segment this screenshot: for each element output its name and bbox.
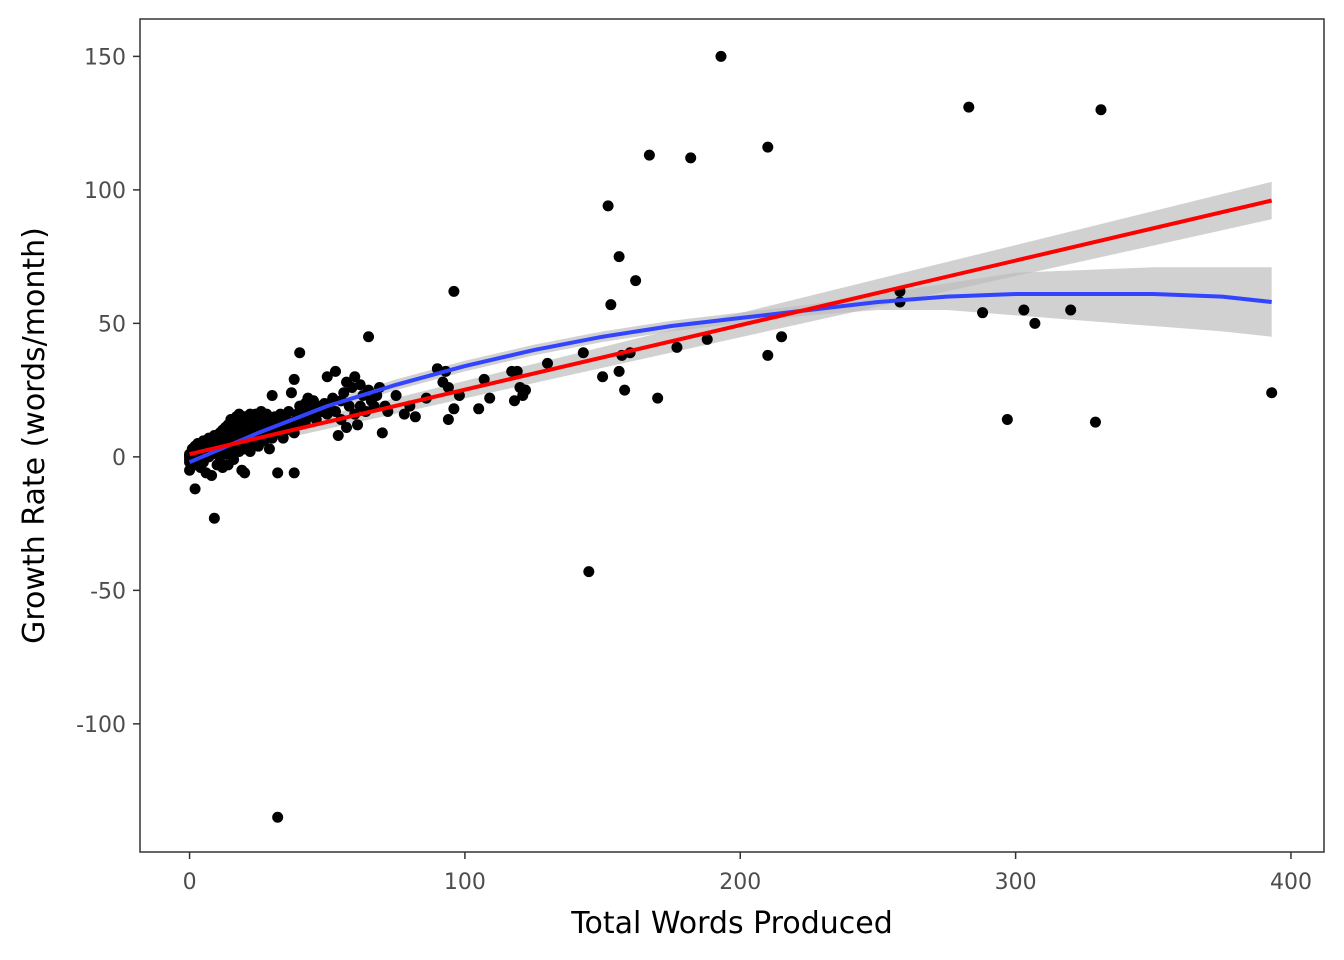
data-point [1001, 413, 1013, 425]
data-point [283, 405, 295, 417]
data-point [266, 389, 278, 401]
data-point [577, 347, 589, 359]
data-point [776, 331, 788, 343]
y-tick-label: 150 [84, 45, 126, 70]
data-point [285, 387, 297, 399]
data-point [338, 387, 350, 399]
smooth-fit-line [188, 291, 1272, 465]
data-point [685, 152, 697, 164]
x-tick-label: 400 [1270, 870, 1312, 895]
data-point [263, 443, 275, 455]
x-tick-label: 0 [183, 870, 197, 895]
panel-border [139, 18, 1325, 853]
x-tick-label: 200 [719, 870, 761, 895]
y-axis: -100 -50 0 50 100 150 [76, 45, 140, 738]
data-point [1065, 304, 1077, 316]
data-point [508, 395, 520, 407]
data-point [206, 470, 218, 482]
data-point [602, 200, 614, 212]
data-point [715, 50, 727, 62]
data-point [341, 421, 353, 433]
smooth-fit-confidence-band [189, 267, 1272, 468]
data-point [442, 413, 454, 425]
data-point [762, 349, 774, 361]
data-point [442, 381, 454, 393]
data-point [643, 149, 655, 161]
data-point [329, 365, 341, 377]
data-point [208, 512, 220, 524]
y-tick-label: -50 [90, 579, 126, 604]
data-point [1029, 317, 1041, 329]
data-point [1266, 387, 1278, 399]
data-point [1089, 416, 1101, 428]
data-point [613, 251, 625, 263]
data-point [321, 371, 333, 383]
data-point [272, 467, 284, 479]
data-point [977, 307, 989, 319]
data-point [228, 454, 240, 466]
data-point [484, 392, 496, 404]
data-points [184, 50, 1278, 823]
data-point [597, 371, 609, 383]
data-point [519, 384, 531, 396]
fit-lines [188, 198, 1273, 465]
data-point [398, 408, 410, 420]
data-point [409, 411, 421, 423]
data-point [630, 275, 642, 287]
data-point [329, 405, 341, 417]
data-point [239, 467, 251, 479]
data-point [542, 357, 554, 369]
data-point [327, 392, 339, 404]
data-point [363, 331, 375, 343]
data-point [605, 299, 617, 311]
data-point [762, 141, 774, 153]
data-point [343, 400, 355, 412]
data-point [652, 392, 664, 404]
y-axis-title: Growth Rate (words/month) [17, 227, 52, 644]
data-point [346, 381, 358, 393]
linear-fit-line [189, 198, 1273, 457]
confidence-bands [189, 181, 1272, 468]
data-point [352, 419, 364, 431]
data-point [288, 373, 300, 385]
y-tick-label: -100 [76, 713, 126, 738]
data-point [448, 403, 460, 415]
data-point [473, 403, 485, 415]
data-point [701, 333, 713, 345]
x-axis: 0 100 200 300 400 [183, 852, 1312, 895]
data-point [349, 371, 361, 383]
data-point [671, 341, 683, 353]
data-point [478, 373, 490, 385]
data-point [390, 389, 402, 401]
x-tick-label: 100 [444, 870, 486, 895]
y-tick-label: 50 [98, 312, 126, 337]
data-point [189, 483, 201, 495]
data-point [583, 566, 595, 578]
data-point [963, 101, 975, 113]
data-point [294, 347, 306, 359]
data-point [448, 285, 460, 297]
x-tick-label: 300 [995, 870, 1037, 895]
data-point [619, 384, 631, 396]
data-point [354, 379, 366, 391]
data-point [288, 467, 300, 479]
data-point [511, 365, 523, 377]
data-point [376, 427, 388, 439]
data-point [272, 811, 284, 823]
y-tick-label: 100 [84, 179, 126, 204]
data-point [332, 430, 344, 441]
data-point [1095, 104, 1107, 116]
y-tick-label: 0 [112, 446, 126, 471]
data-point [613, 365, 625, 377]
data-point [1018, 304, 1030, 316]
x-axis-title: Total Words Produced [570, 906, 893, 941]
